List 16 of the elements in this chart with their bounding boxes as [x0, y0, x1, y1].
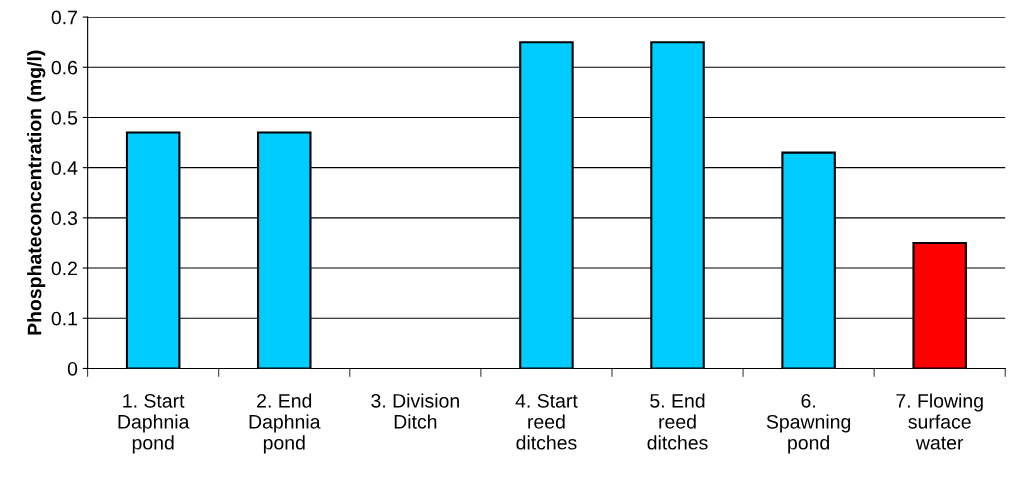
y-tick-label: 0.3: [51, 211, 78, 226]
x-tick-label: 2. End Daphnia pond: [249, 393, 321, 454]
x-tick-label: 6. Spawning pond: [766, 393, 851, 454]
y-tick-label: 0.2: [51, 261, 77, 276]
y-tick-label: 0.7: [51, 10, 77, 25]
y-axis-title: Phosphateconcentration (mg/l): [27, 50, 46, 335]
y-tick-label: 0.5: [51, 110, 78, 125]
x-tick-label: 5. End reed ditches: [647, 393, 708, 450]
y-tick-label: 0.4: [51, 161, 78, 175]
x-tick-label: 3. Division Ditch: [371, 393, 459, 429]
y-tick-label: 0.1: [51, 311, 77, 326]
y-tick-label: 0.6: [51, 60, 78, 75]
y-tick-label: 0: [67, 361, 78, 376]
x-tick-label: 7. Flowing surface water: [896, 393, 983, 450]
x-tick-label: 1. Start Daphnia pond: [118, 393, 190, 454]
x-tick-label: 4. Start reed ditches: [515, 393, 578, 450]
